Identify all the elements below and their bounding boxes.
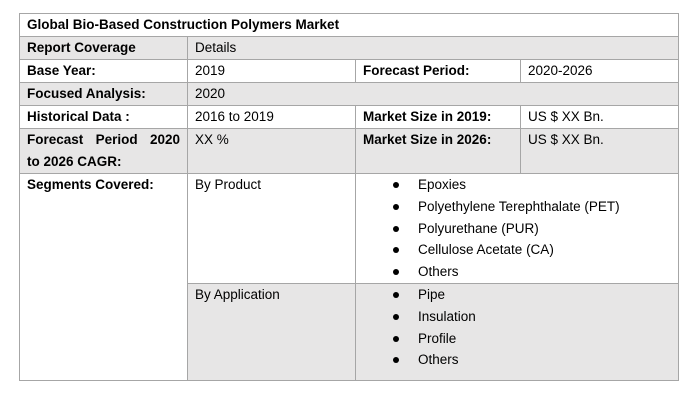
focused-analysis-value: 2020 bbox=[187, 82, 679, 106]
segments-product-row: Segments Covered: By Product Epoxies Pol… bbox=[19, 173, 679, 381]
cagr-label-word: 2020 bbox=[149, 132, 180, 147]
details-label: Details bbox=[187, 36, 679, 60]
bullet-icon bbox=[393, 203, 399, 210]
list-item: Polyurethane (PUR) bbox=[393, 218, 671, 240]
segments-application-row: By Application Pipe Insulation Profile O… bbox=[20, 283, 679, 381]
historical-data-label: Historical Data : bbox=[19, 105, 188, 129]
cagr-label-line1: Forecast Period 2020 bbox=[27, 129, 180, 151]
header-row: Report Coverage Details bbox=[19, 36, 679, 60]
by-product-label: By Product bbox=[187, 173, 356, 284]
bullet-icon bbox=[393, 225, 399, 232]
market-size-2026-value: US $ XX Bn. bbox=[520, 128, 679, 174]
list-item: Polyethylene Terephthalate (PET) bbox=[393, 196, 671, 218]
bullet-icon bbox=[393, 247, 399, 254]
title-row: Global Bio-Based Construction Polymers M… bbox=[19, 13, 679, 37]
by-application-list: Pipe Insulation Profile Others bbox=[363, 284, 671, 371]
report-coverage-label: Report Coverage bbox=[19, 36, 188, 60]
by-product-list-cell: Epoxies Polyethylene Terephthalate (PET)… bbox=[355, 173, 679, 284]
base-year-value: 2019 bbox=[187, 59, 356, 83]
cagr-label-word: Period bbox=[95, 132, 138, 147]
list-item: Others bbox=[393, 349, 671, 371]
cagr-row: Forecast Period 2020 to 2026 CAGR: XX % … bbox=[19, 128, 679, 174]
segments-covered-label: Segments Covered: bbox=[19, 173, 188, 381]
bullet-icon bbox=[393, 269, 399, 276]
list-item: Others bbox=[393, 261, 671, 283]
by-application-list-cell: Pipe Insulation Profile Others bbox=[355, 283, 679, 381]
focused-analysis-label: Focused Analysis: bbox=[19, 82, 188, 106]
by-application-label: By Application bbox=[187, 283, 356, 381]
cagr-label: Forecast Period 2020 to 2026 CAGR: bbox=[19, 128, 188, 174]
list-item-label: Cellulose Acetate (CA) bbox=[418, 242, 554, 258]
list-item-label: Polyurethane (PUR) bbox=[418, 220, 539, 236]
bullet-icon bbox=[393, 292, 399, 298]
list-item: Profile bbox=[393, 328, 671, 350]
bullet-icon bbox=[393, 313, 399, 320]
list-item-label: Pipe bbox=[418, 287, 446, 302]
by-product-list: Epoxies Polyethylene Terephthalate (PET)… bbox=[363, 174, 671, 283]
list-item: Epoxies bbox=[393, 174, 671, 196]
list-item-label: Epoxies bbox=[418, 177, 467, 192]
bullet-icon bbox=[393, 182, 399, 188]
list-item: Cellulose Acetate (CA) bbox=[393, 239, 671, 261]
table-title: Global Bio-Based Construction Polymers M… bbox=[19, 13, 679, 37]
cagr-label-line2: to 2026 CAGR: bbox=[27, 154, 122, 169]
bullet-icon bbox=[393, 357, 399, 364]
market-size-2019-label: Market Size in 2019: bbox=[355, 105, 521, 129]
cagr-value: XX % bbox=[187, 128, 356, 174]
focused-analysis-row: Focused Analysis: 2020 bbox=[19, 82, 679, 106]
list-item-label: Others bbox=[418, 352, 459, 368]
list-item: Pipe bbox=[393, 284, 671, 306]
forecast-period-value: 2020-2026 bbox=[520, 59, 679, 83]
list-item: Insulation bbox=[393, 306, 671, 328]
list-item-label: Insulation bbox=[418, 308, 476, 324]
base-year-row: Base Year: 2019 Forecast Period: 2020-20… bbox=[19, 59, 679, 83]
base-year-label: Base Year: bbox=[19, 59, 188, 83]
report-table: Global Bio-Based Construction Polymers M… bbox=[19, 13, 679, 381]
historical-data-value: 2016 to 2019 bbox=[187, 105, 356, 129]
list-item-label: Profile bbox=[418, 330, 457, 346]
bullet-icon bbox=[393, 335, 399, 342]
market-size-2019-value: US $ XX Bn. bbox=[520, 105, 679, 129]
market-size-2026-label: Market Size in 2026: bbox=[355, 128, 521, 174]
list-item-label: Polyethylene Terephthalate (PET) bbox=[418, 198, 620, 214]
cagr-label-word: Forecast bbox=[27, 132, 84, 147]
historical-data-row: Historical Data : 2016 to 2019 Market Si… bbox=[19, 105, 679, 129]
forecast-period-label: Forecast Period: bbox=[355, 59, 521, 83]
list-item-label: Others bbox=[418, 264, 459, 280]
